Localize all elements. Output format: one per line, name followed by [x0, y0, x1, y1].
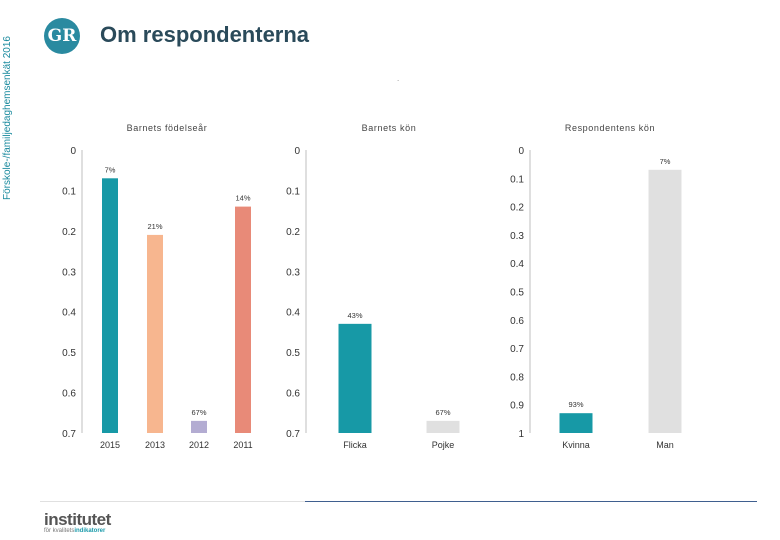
brand-sub-prefix: för kvalitets	[44, 528, 75, 534]
x-category-label: 2011	[233, 440, 252, 450]
y-tick-label: 0.4	[510, 259, 524, 270]
page-title: Om respondenterna	[100, 22, 310, 47]
x-category-label: Pojke	[432, 440, 455, 450]
y-tick-label: 0.3	[510, 231, 524, 242]
y-tick-label: 0.3	[286, 267, 300, 278]
data-label: 21%	[147, 222, 162, 231]
y-tick-label: 0.2	[62, 227, 76, 238]
y-tick-label: 0.8	[510, 372, 524, 383]
data-label: 67%	[435, 408, 450, 417]
y-tick-label: 0.4	[286, 308, 300, 319]
chart-title: Barnets kön	[362, 123, 417, 133]
chart-title: Respondentens kön	[565, 123, 655, 133]
y-tick-label: 0.1	[510, 174, 524, 185]
y-tick-label: 0.5	[62, 348, 76, 359]
title-dot: .	[397, 74, 400, 83]
bar-2012	[191, 420, 207, 433]
footer-divider	[305, 501, 757, 502]
y-tick-label: 0	[294, 146, 300, 157]
data-label: 67%	[191, 408, 206, 417]
y-tick-label: 0.7	[510, 344, 524, 355]
chart-title: Barnets födelseår	[127, 123, 208, 133]
bar-2013	[147, 234, 163, 433]
y-tick-label: 0.2	[286, 227, 300, 238]
bar-pojke	[426, 420, 460, 433]
x-category-label: Kvinna	[562, 440, 590, 450]
y-tick-label: 0.5	[510, 288, 524, 299]
brand-subtitle: för kvalitetsindikatorer	[44, 528, 105, 534]
bar-2015	[102, 178, 118, 433]
data-label: 7%	[660, 157, 671, 166]
bar-kvinna	[559, 413, 593, 433]
bar-man	[648, 169, 682, 433]
bar-flicka	[338, 323, 372, 433]
y-tick-label: 0.9	[510, 401, 524, 412]
y-tick-label: 0.4	[62, 308, 76, 319]
bar-2011	[235, 206, 251, 433]
y-tick-label: 0.6	[510, 316, 524, 327]
brand-logo: institutet	[44, 510, 111, 529]
y-tick-label: 0	[70, 146, 76, 157]
y-tick-label: 1	[518, 429, 524, 440]
x-category-label: 2012	[189, 440, 209, 450]
data-label: 7%	[105, 165, 116, 174]
logo-text: GR	[47, 26, 77, 46]
brand-sub-bold: indikatorer	[74, 528, 106, 534]
data-label: 93%	[568, 400, 583, 409]
data-label: 14%	[235, 194, 250, 203]
y-tick-label: 0.6	[62, 389, 76, 400]
y-tick-label: 0.3	[62, 267, 76, 278]
y-tick-label: 0.1	[286, 186, 300, 197]
y-tick-label: 0.7	[62, 429, 76, 440]
footer-divider-left	[40, 501, 305, 502]
x-category-label: Flicka	[343, 440, 367, 450]
y-tick-label: 0.5	[286, 348, 300, 359]
gr-logo: GR	[44, 18, 80, 54]
x-category-label: 2015	[100, 440, 120, 450]
data-label: 43%	[347, 311, 362, 320]
x-category-label: 2013	[145, 440, 165, 450]
y-tick-label: 0	[518, 146, 524, 157]
y-tick-label: 0.6	[286, 389, 300, 400]
y-tick-label: 0.2	[510, 203, 524, 214]
y-tick-label: 0.1	[62, 186, 76, 197]
y-tick-label: 0.7	[286, 429, 300, 440]
x-category-label: Man	[656, 440, 674, 450]
